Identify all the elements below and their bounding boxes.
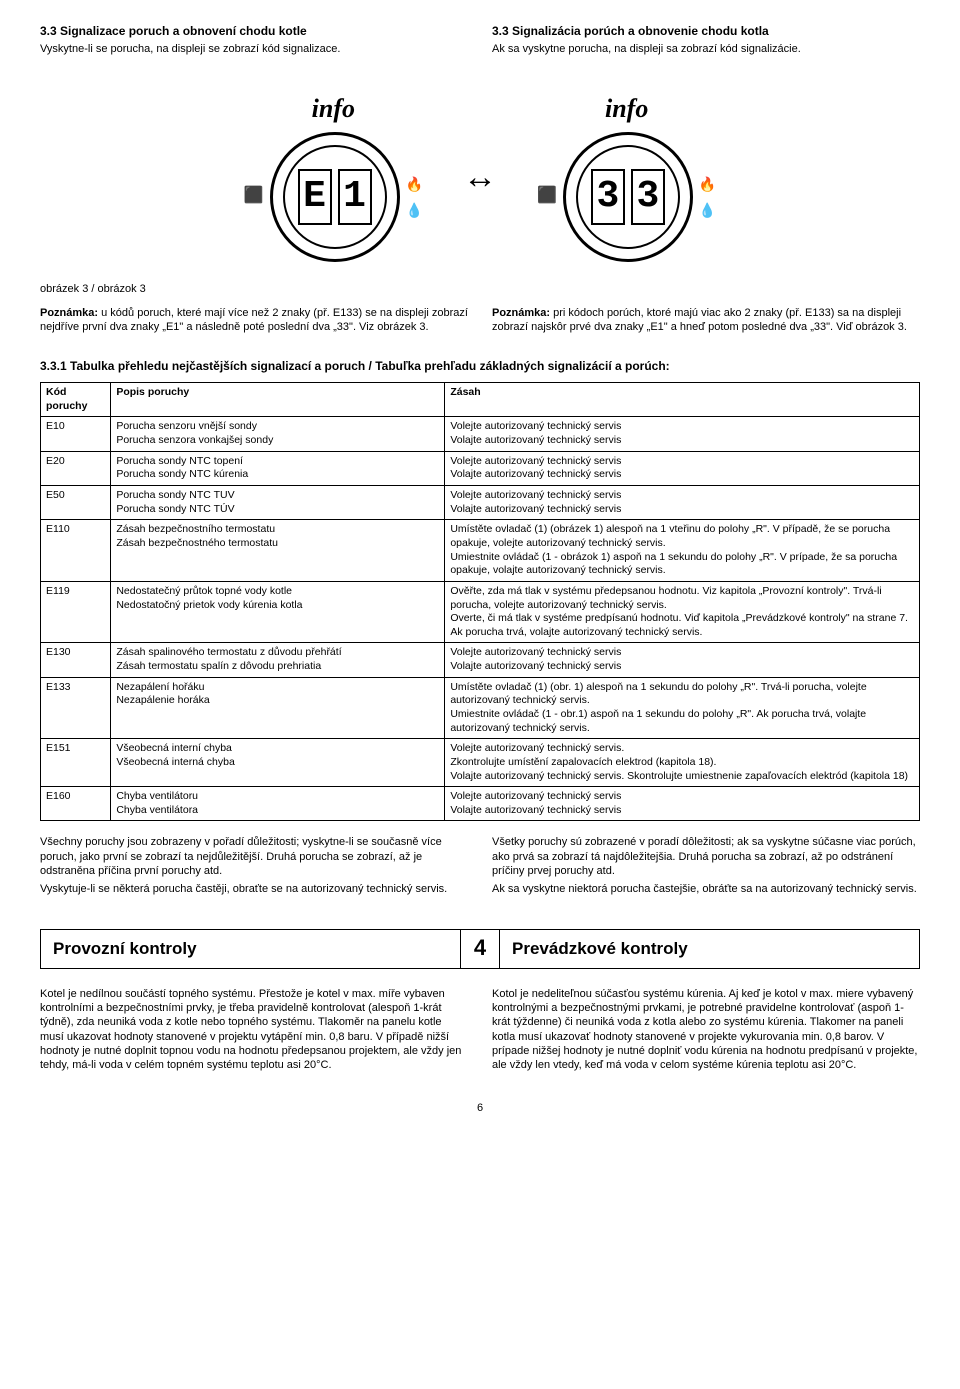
note-right: Poznámka: pri kódoch porúch, ktoré majú … (492, 282, 920, 335)
seg-char: 3 (591, 169, 625, 225)
cell-action: Umístěte ovladač (1) (obr. 1) alespoň na… (445, 677, 920, 739)
cell-desc: Chyba ventilátoruChyba ventilátora (111, 787, 445, 821)
chapter-left: Provozní kontroly (41, 930, 460, 968)
figure-displays: info ⬛ E 1 🔥💧 ↔ info ⬛ (40, 92, 920, 262)
header-right-sub: Ak sa vyskytne porucha, na displeji sa z… (492, 42, 920, 56)
table-title: 3.3.1 Tabulka přehledu nejčastějších sig… (40, 359, 920, 375)
dial-left: E 1 (270, 132, 400, 262)
header-right: 3.3 Signalizácia porúch a obnovenie chod… (492, 24, 920, 68)
cell-action: Volejte autorizovaný technický servisVol… (445, 486, 920, 520)
cell-code: E110 (41, 520, 111, 582)
seg-char: E (298, 169, 332, 225)
cell-code: E151 (41, 739, 111, 787)
cell-code: E160 (41, 787, 111, 821)
cell-code: E133 (41, 677, 111, 739)
display-right: info ⬛ 3 3 🔥💧 (537, 92, 716, 262)
cell-action: Volejte autorizovaný technický servisVol… (445, 417, 920, 451)
cell-desc: Porucha senzoru vnější sondyPorucha senz… (111, 417, 445, 451)
cell-desc: Nedostatečný průtok topné vody kotleNedo… (111, 581, 445, 643)
footer-right: Všetky poruchy sú zobrazené v poradí dôl… (492, 835, 920, 900)
figure-caption: obrázek 3 / obrázok 3 (40, 282, 468, 296)
table-row: E130Zásah spalinového termostatu z důvod… (41, 643, 920, 677)
cell-code: E119 (41, 581, 111, 643)
th-desc: Popis poruchy (111, 383, 445, 417)
table-row: E10Porucha senzoru vnější sondyPorucha s… (41, 417, 920, 451)
bottom-paras: Kotel je nedílnou součástí topného systé… (40, 987, 920, 1073)
bottom-left: Kotel je nedílnou součástí topného systé… (40, 987, 468, 1073)
info-label-left: info (312, 92, 355, 126)
note-right-text: Poznámka: pri kódoch porúch, ktoré majú … (492, 306, 920, 335)
header-left-sub: Vyskytne-li se porucha, na displeji se z… (40, 42, 468, 56)
figure-caption-spacer (492, 282, 920, 296)
seg-char: 1 (338, 169, 372, 225)
side-icons: 🔥💧 (406, 175, 423, 219)
fault-table: Kód poruchy Popis poruchy Zásah E10Poruc… (40, 382, 920, 821)
notes-row: obrázek 3 / obrázok 3 Poznámka: u kódů p… (40, 282, 920, 335)
chapter-right: Prevádzkové kontroly (500, 930, 919, 968)
note-left-text: Poznámka: u kódů poruch, které mají více… (40, 306, 468, 335)
table-row: E110Zásah bezpečnostního termostatuZásah… (41, 520, 920, 582)
header-left: 3.3 Signalizace poruch a obnovení chodu … (40, 24, 468, 68)
chapter-number: 4 (460, 930, 500, 968)
cell-desc: Zásah bezpečnostního termostatuZásah bez… (111, 520, 445, 582)
table-row: E160Chyba ventilátoruChyba ventilátoraVo… (41, 787, 920, 821)
cell-desc: Nezapálení hořákuNezapálenie horáka (111, 677, 445, 739)
side-icons: 🔥💧 (699, 175, 716, 219)
footer-paras: Všechny poruchy jsou zobrazeny v pořadí … (40, 835, 920, 900)
table-row: E119Nedostatečný průtok topné vody kotle… (41, 581, 920, 643)
table-row: E50Porucha sondy NTC TUVPorucha sondy NT… (41, 486, 920, 520)
table-row: E20Porucha sondy NTC topeníPorucha sondy… (41, 451, 920, 485)
cell-code: E10 (41, 417, 111, 451)
dial-right: 3 3 (563, 132, 693, 262)
cell-desc: Všeobecná interní chybaVšeobecná interná… (111, 739, 445, 787)
header-left-title: 3.3 Signalizace poruch a obnovení chodu … (40, 24, 468, 40)
display-left: info ⬛ E 1 🔥💧 (244, 92, 423, 262)
cell-desc: Zásah spalinového termostatu z důvodu př… (111, 643, 445, 677)
seg-char: 3 (631, 169, 665, 225)
info-label-right: info (605, 92, 648, 126)
cell-code: E130 (41, 643, 111, 677)
table-row: E133Nezapálení hořákuNezapálenie horákaU… (41, 677, 920, 739)
cell-action: Volejte autorizovaný technický servis.Zk… (445, 739, 920, 787)
arrow-icon: ↔ (463, 155, 497, 199)
gauge-icon: ⬛ (244, 186, 264, 207)
cell-action: Volejte autorizovaný technický servisVol… (445, 787, 920, 821)
page-number: 6 (40, 1101, 920, 1115)
chapter-row: Provozní kontroly 4 Prevádzkové kontroly (40, 929, 920, 969)
cell-action: Volejte autorizovaný technický servisVol… (445, 451, 920, 485)
footer-left: Všechny poruchy jsou zobrazeny v pořadí … (40, 835, 468, 900)
cell-desc: Porucha sondy NTC topeníPorucha sondy NT… (111, 451, 445, 485)
th-action: Zásah (445, 383, 920, 417)
header-row: 3.3 Signalizace poruch a obnovení chodu … (40, 24, 920, 68)
gauge-icon: ⬛ (537, 186, 557, 207)
cell-action: Umístěte ovladač (1) (obrázek 1) alespoň… (445, 520, 920, 582)
table-header-row: Kód poruchy Popis poruchy Zásah (41, 383, 920, 417)
bottom-right: Kotol je nedeliteľnou súčasťou systému k… (492, 987, 920, 1073)
cell-code: E20 (41, 451, 111, 485)
cell-action: Volejte autorizovaný technický servisVol… (445, 643, 920, 677)
cell-desc: Porucha sondy NTC TUVPorucha sondy NTC T… (111, 486, 445, 520)
cell-action: Ověřte, zda má tlak v systému předepsano… (445, 581, 920, 643)
cell-code: E50 (41, 486, 111, 520)
table-row: E151Všeobecná interní chybaVšeobecná int… (41, 739, 920, 787)
header-right-title: 3.3 Signalizácia porúch a obnovenie chod… (492, 24, 920, 40)
note-left: obrázek 3 / obrázok 3 Poznámka: u kódů p… (40, 282, 468, 335)
th-code: Kód poruchy (41, 383, 111, 417)
